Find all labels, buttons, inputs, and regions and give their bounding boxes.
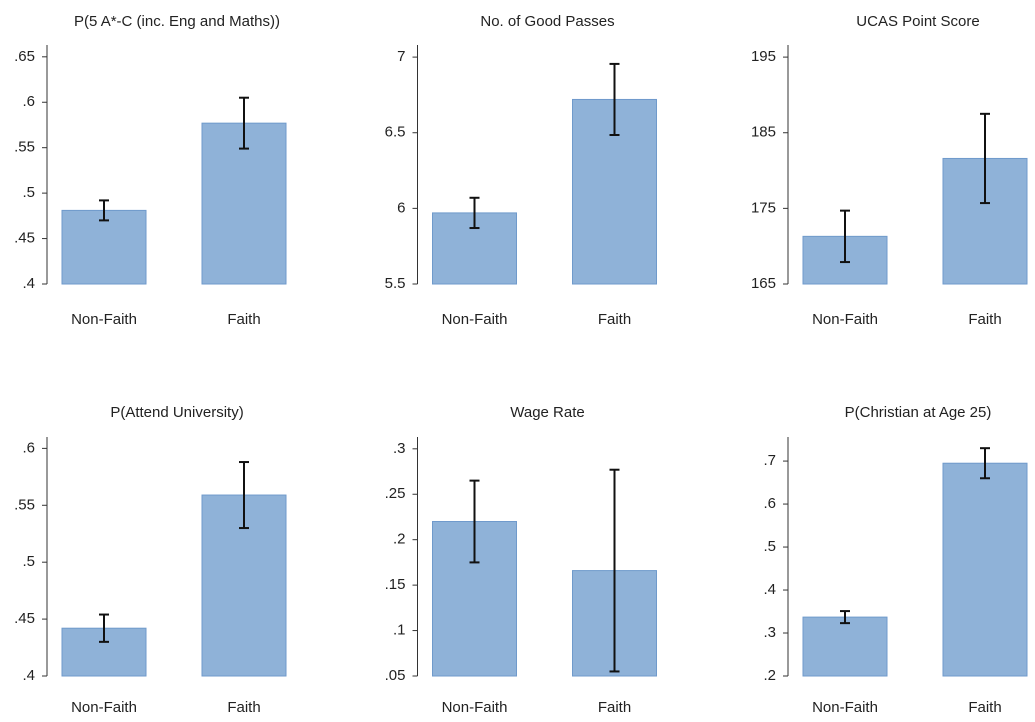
y-tick-label: 5.5 — [385, 275, 406, 292]
x-tick-label: Non-Faith — [442, 311, 508, 328]
chart-title: P(5 A*-C (inc. Eng and Maths)) — [74, 13, 280, 30]
x-tick-label: Non-Faith — [71, 699, 137, 716]
y-tick-label: .7 — [763, 452, 776, 469]
error-bar — [99, 199, 109, 222]
bar — [61, 209, 147, 285]
y-tick-label: .55 — [14, 139, 35, 156]
y-tick-label: 6 — [397, 199, 405, 216]
error-bar — [609, 468, 620, 673]
y-tick-label: .45 — [14, 610, 35, 627]
error-bar — [840, 610, 850, 625]
y-tick-label: .45 — [14, 230, 35, 247]
y-tick-label: .5 — [763, 538, 776, 555]
bar — [942, 462, 1028, 677]
y-tick-label: .3 — [393, 440, 406, 457]
y-tick-label: .1 — [393, 622, 406, 639]
chart-title: Wage Rate — [510, 404, 584, 421]
y-tick-label: .2 — [393, 531, 406, 548]
chart-title: No. of Good Passes — [480, 13, 614, 30]
x-tick-label: Faith — [227, 699, 260, 716]
x-tick-label: Faith — [968, 699, 1001, 716]
chart-title: UCAS Point Score — [856, 13, 979, 30]
x-tick-label: Faith — [598, 311, 631, 328]
y-tick-label: .4 — [763, 581, 776, 598]
error-bar — [980, 447, 990, 480]
y-tick-label: .55 — [14, 496, 35, 513]
y-tick-label: .4 — [22, 275, 35, 292]
x-tick-label: Faith — [227, 311, 260, 328]
y-tick-label: 6.5 — [385, 124, 406, 141]
y-tick-label: .3 — [763, 624, 776, 641]
y-tick-label: .6 — [22, 93, 35, 110]
y-tick-label: .4 — [22, 667, 35, 684]
error-bar — [609, 62, 620, 137]
y-tick-label: .6 — [763, 495, 776, 512]
error-bar — [99, 613, 109, 643]
x-tick-label: Faith — [968, 311, 1001, 328]
error-bar — [980, 112, 990, 205]
y-tick-label: .05 — [385, 667, 406, 684]
y-tick-label: .5 — [22, 553, 35, 570]
x-tick-label: Faith — [598, 699, 631, 716]
y-tick-label: .15 — [385, 576, 406, 593]
error-bar — [469, 479, 480, 564]
y-tick-label: .65 — [14, 48, 35, 65]
y-tick-label: 7 — [397, 48, 405, 65]
x-tick-label: Non-Faith — [812, 699, 878, 716]
error-bar — [239, 96, 249, 150]
y-tick-label: .25 — [385, 485, 406, 502]
x-tick-label: Non-Faith — [442, 699, 508, 716]
y-tick-label: 165 — [751, 275, 776, 292]
y-tick-label: .5 — [22, 184, 35, 201]
y-tick-label: .2 — [763, 667, 776, 684]
error-bar — [469, 196, 480, 230]
bar — [432, 521, 517, 677]
y-tick-label: 195 — [751, 48, 776, 65]
x-tick-label: Non-Faith — [71, 311, 137, 328]
chart-title: P(Christian at Age 25) — [845, 404, 992, 421]
y-tick-label: 175 — [751, 199, 776, 216]
y-tick-label: 185 — [751, 124, 776, 141]
y-tick-label: .6 — [22, 439, 35, 456]
error-bar — [239, 461, 249, 530]
chart-title: P(Attend University) — [110, 404, 243, 421]
error-bar — [840, 209, 850, 264]
bar — [802, 616, 888, 677]
x-tick-label: Non-Faith — [812, 311, 878, 328]
